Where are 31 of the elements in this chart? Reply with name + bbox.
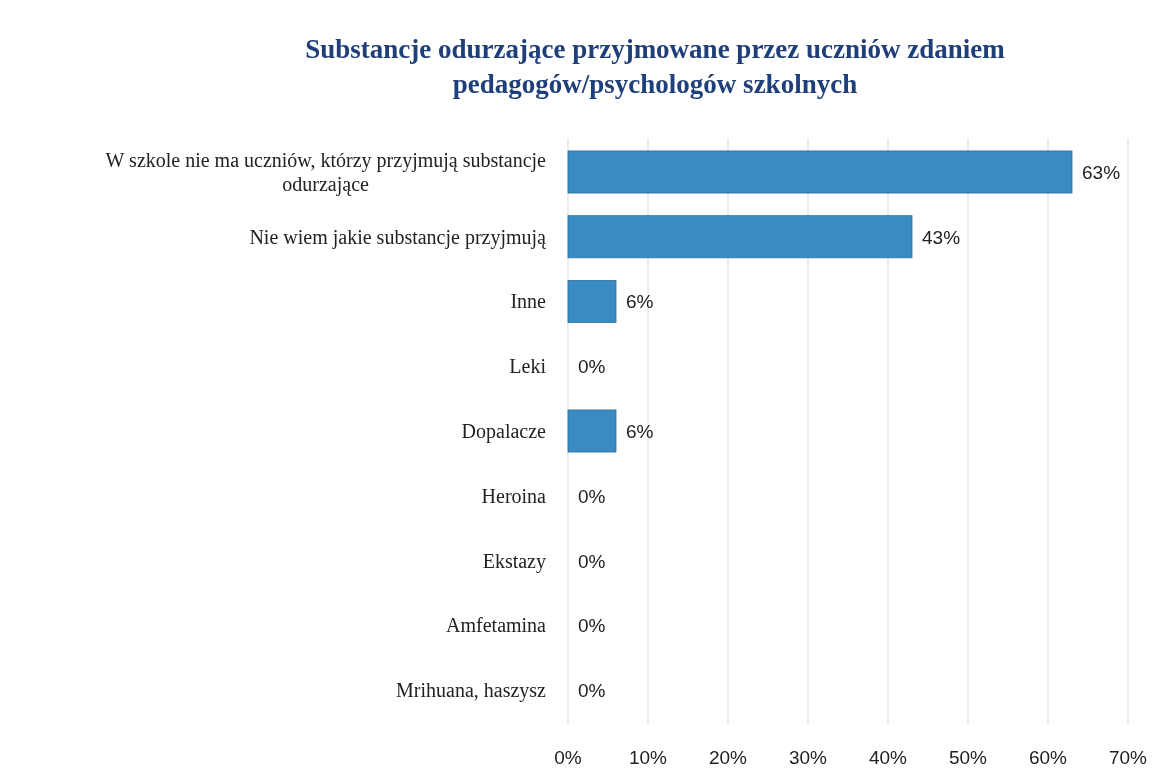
y-tick-label: Ekstazy	[482, 549, 546, 573]
x-tick-label: 0%	[554, 747, 582, 768]
data-label: 0%	[578, 680, 606, 702]
data-label: 0%	[578, 615, 606, 637]
data-label: 43%	[922, 226, 961, 248]
data-label: 0%	[578, 485, 606, 507]
y-tick-label: Inne	[510, 290, 547, 313]
chart-title: Substancje odurzające przyjmowane przez uczniów zdaniem pedagogów/psychologów szkolnych	[305, 34, 1006, 99]
x-tick-label: 30%	[788, 747, 828, 768]
x-tick-label: 40%	[868, 747, 908, 768]
bar	[567, 280, 617, 323]
y-tick-label: W szkole nie ma uczniów, którzy przyjmują substancje odurzające	[105, 148, 547, 196]
data-label: 63%	[1082, 161, 1121, 183]
data-label: 0%	[578, 550, 606, 572]
data-label: 6%	[626, 421, 654, 442]
x-tick-label: 70%	[1108, 747, 1148, 768]
y-tick-label: Leki	[509, 355, 547, 378]
bar	[567, 215, 913, 259]
data-label: 0%	[578, 356, 606, 378]
bar	[567, 150, 1073, 194]
x-tick-label: 20%	[708, 747, 748, 768]
y-tick-label: Heroina	[481, 484, 547, 507]
y-tick-label: Mrihuana, haszysz	[396, 679, 547, 703]
y-tick-label: Nie wiem jakie substancje przyjmują	[249, 225, 548, 249]
y-tick-label: Amfetamina	[446, 614, 547, 637]
x-tick-label: 60%	[1028, 747, 1068, 768]
x-tick-label: 50%	[948, 747, 988, 768]
x-tick-label: 10%	[628, 747, 668, 768]
y-tick-label: Dopalacze	[461, 420, 547, 443]
bar	[567, 409, 617, 453]
data-label: 6%	[626, 291, 654, 313]
